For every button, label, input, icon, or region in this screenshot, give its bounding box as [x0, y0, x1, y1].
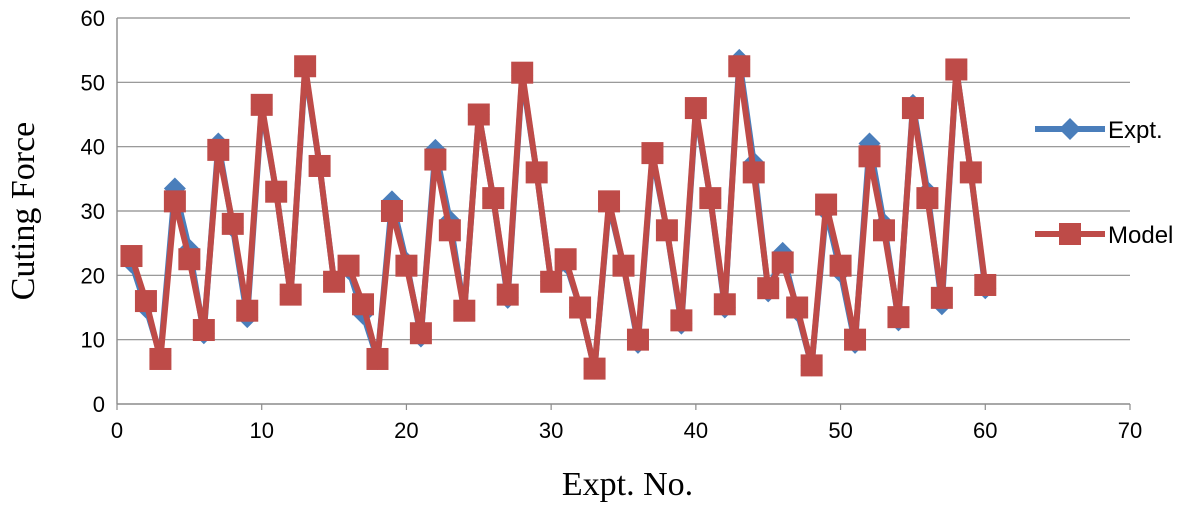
- x-tick-label: 40: [684, 418, 708, 443]
- y-tick-label: 10: [81, 328, 105, 353]
- square-marker: [872, 219, 895, 242]
- square-marker: [626, 328, 649, 351]
- x-tick-label: 10: [249, 418, 273, 443]
- y-tick-label: 30: [81, 199, 105, 224]
- square-marker: [569, 296, 592, 319]
- square-marker: [149, 347, 172, 370]
- y-tick-label: 60: [81, 6, 105, 31]
- square-marker: [757, 277, 780, 300]
- square-marker: [178, 248, 201, 271]
- square-marker: [424, 148, 447, 171]
- square-marker: [858, 145, 881, 168]
- square-marker: [959, 161, 982, 184]
- square-marker: [930, 286, 953, 309]
- x-tick-label: 0: [111, 418, 123, 443]
- x-tick-label: 60: [973, 418, 997, 443]
- square-marker: [786, 296, 809, 319]
- square-marker: [742, 161, 765, 184]
- square-marker: [554, 248, 577, 271]
- square-marker: [916, 187, 939, 210]
- square-marker: [366, 347, 389, 370]
- series-layer: [120, 48, 997, 380]
- legend: Expt. Model: [1035, 117, 1173, 249]
- x-tick-label: 30: [539, 418, 563, 443]
- x-tick-label: 50: [828, 418, 852, 443]
- square-marker: [207, 138, 230, 161]
- square-marker: [974, 273, 997, 296]
- square-marker: [294, 55, 317, 78]
- square-marker: [540, 270, 563, 293]
- square-marker: [815, 193, 838, 216]
- square-marker: [670, 309, 693, 332]
- square-marker: [352, 293, 375, 316]
- square-marker: [221, 212, 244, 235]
- square-marker: [598, 190, 621, 213]
- square-marker: [945, 58, 968, 81]
- square-marker: [901, 97, 924, 120]
- x-axis-title: Expt. No.: [562, 466, 693, 503]
- series-model: [120, 55, 997, 380]
- diamond-marker: [1059, 118, 1081, 140]
- square-marker: [120, 245, 143, 268]
- square-marker: [134, 290, 157, 313]
- square-marker: [713, 293, 736, 316]
- square-marker: [583, 357, 606, 380]
- square-marker: [511, 61, 534, 84]
- square-marker: [684, 97, 707, 120]
- x-tick-label: 70: [1118, 418, 1142, 443]
- y-tick-label: 50: [81, 70, 105, 95]
- square-marker: [525, 161, 548, 184]
- square-marker: [887, 306, 910, 329]
- legend-label: Expt.: [1108, 117, 1163, 144]
- square-marker: [771, 251, 794, 274]
- y-axis-title: Cuting Force: [5, 122, 42, 300]
- square-marker: [337, 254, 360, 277]
- square-marker: [438, 219, 461, 242]
- square-marker: [655, 219, 678, 242]
- series-line: [128, 63, 989, 372]
- y-tick-label: 0: [93, 392, 105, 417]
- square-marker: [395, 254, 418, 277]
- x-tick-label: 20: [394, 418, 418, 443]
- square-marker: [612, 254, 635, 277]
- square-marker: [496, 283, 519, 306]
- legend-item: Model: [1035, 222, 1173, 249]
- square-marker: [467, 103, 490, 126]
- square-marker: [380, 200, 403, 222]
- legend-label: Model: [1108, 222, 1173, 249]
- x-tick-labels: 0 10 20 30 40 50 60 70: [111, 418, 1142, 443]
- square-marker: [453, 299, 476, 322]
- square-marker: [250, 93, 273, 116]
- square-marker: [800, 354, 823, 377]
- square-marker: [265, 180, 288, 203]
- square-marker: [163, 190, 186, 213]
- square-marker: [279, 283, 302, 306]
- legend-item: Expt.: [1035, 117, 1163, 144]
- y-tick-label: 40: [81, 135, 105, 160]
- square-marker: [236, 299, 259, 322]
- square-marker: [192, 319, 215, 342]
- square-marker: [844, 328, 867, 351]
- axes: [116, 18, 1131, 410]
- square-marker: [308, 154, 331, 177]
- square-marker: [699, 187, 722, 210]
- square-marker: [728, 55, 751, 78]
- square-marker: [641, 142, 664, 165]
- y-tick-labels: 0 10 20 30 40 50 60: [81, 6, 105, 417]
- square-marker: [1059, 223, 1081, 245]
- square-marker: [829, 254, 852, 277]
- y-tick-label: 20: [81, 263, 105, 288]
- square-marker: [409, 322, 432, 345]
- square-marker: [482, 187, 505, 210]
